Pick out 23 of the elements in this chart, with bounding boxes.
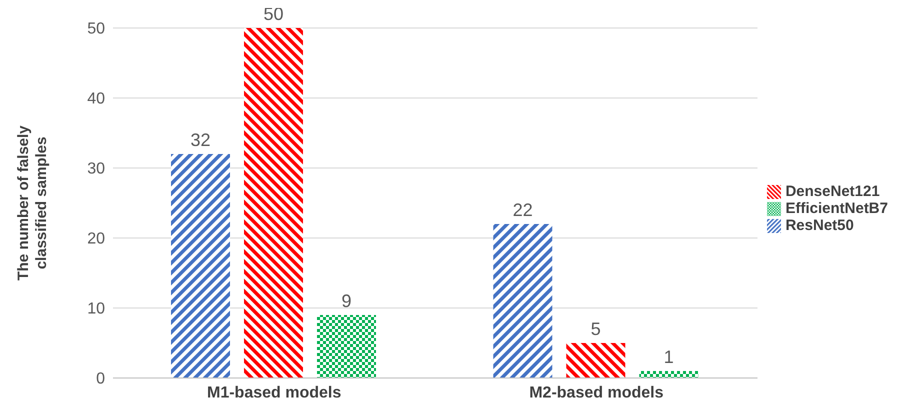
y-tick-label: 40: [87, 90, 106, 108]
data-label: 9: [341, 291, 352, 311]
legend-label: DenseNet121: [785, 182, 880, 200]
bar: [566, 343, 626, 378]
y-tick-label: 0: [96, 370, 106, 388]
y-tick-label: 20: [87, 230, 106, 248]
bar: [171, 154, 230, 378]
data-label: 5: [590, 319, 601, 339]
legend-label: EfficientNetB7: [785, 200, 888, 216]
x-tick-label: M1-based models: [206, 384, 342, 402]
y-axis-title: The number of falsely classified samples: [15, 124, 50, 281]
data-label: 22: [512, 200, 533, 220]
bar: [639, 371, 698, 378]
x-tick-label: M2-based models: [529, 384, 664, 402]
y-tick-label: 30: [87, 160, 106, 178]
bar: [317, 315, 376, 378]
y-tick-label: 10: [87, 300, 106, 318]
data-label: 1: [664, 347, 674, 367]
bar: [493, 224, 552, 378]
y-tick-label: 50: [87, 20, 106, 38]
legend-label: ResNet50: [785, 216, 854, 234]
data-label: 32: [190, 130, 211, 150]
bar: [244, 28, 303, 378]
